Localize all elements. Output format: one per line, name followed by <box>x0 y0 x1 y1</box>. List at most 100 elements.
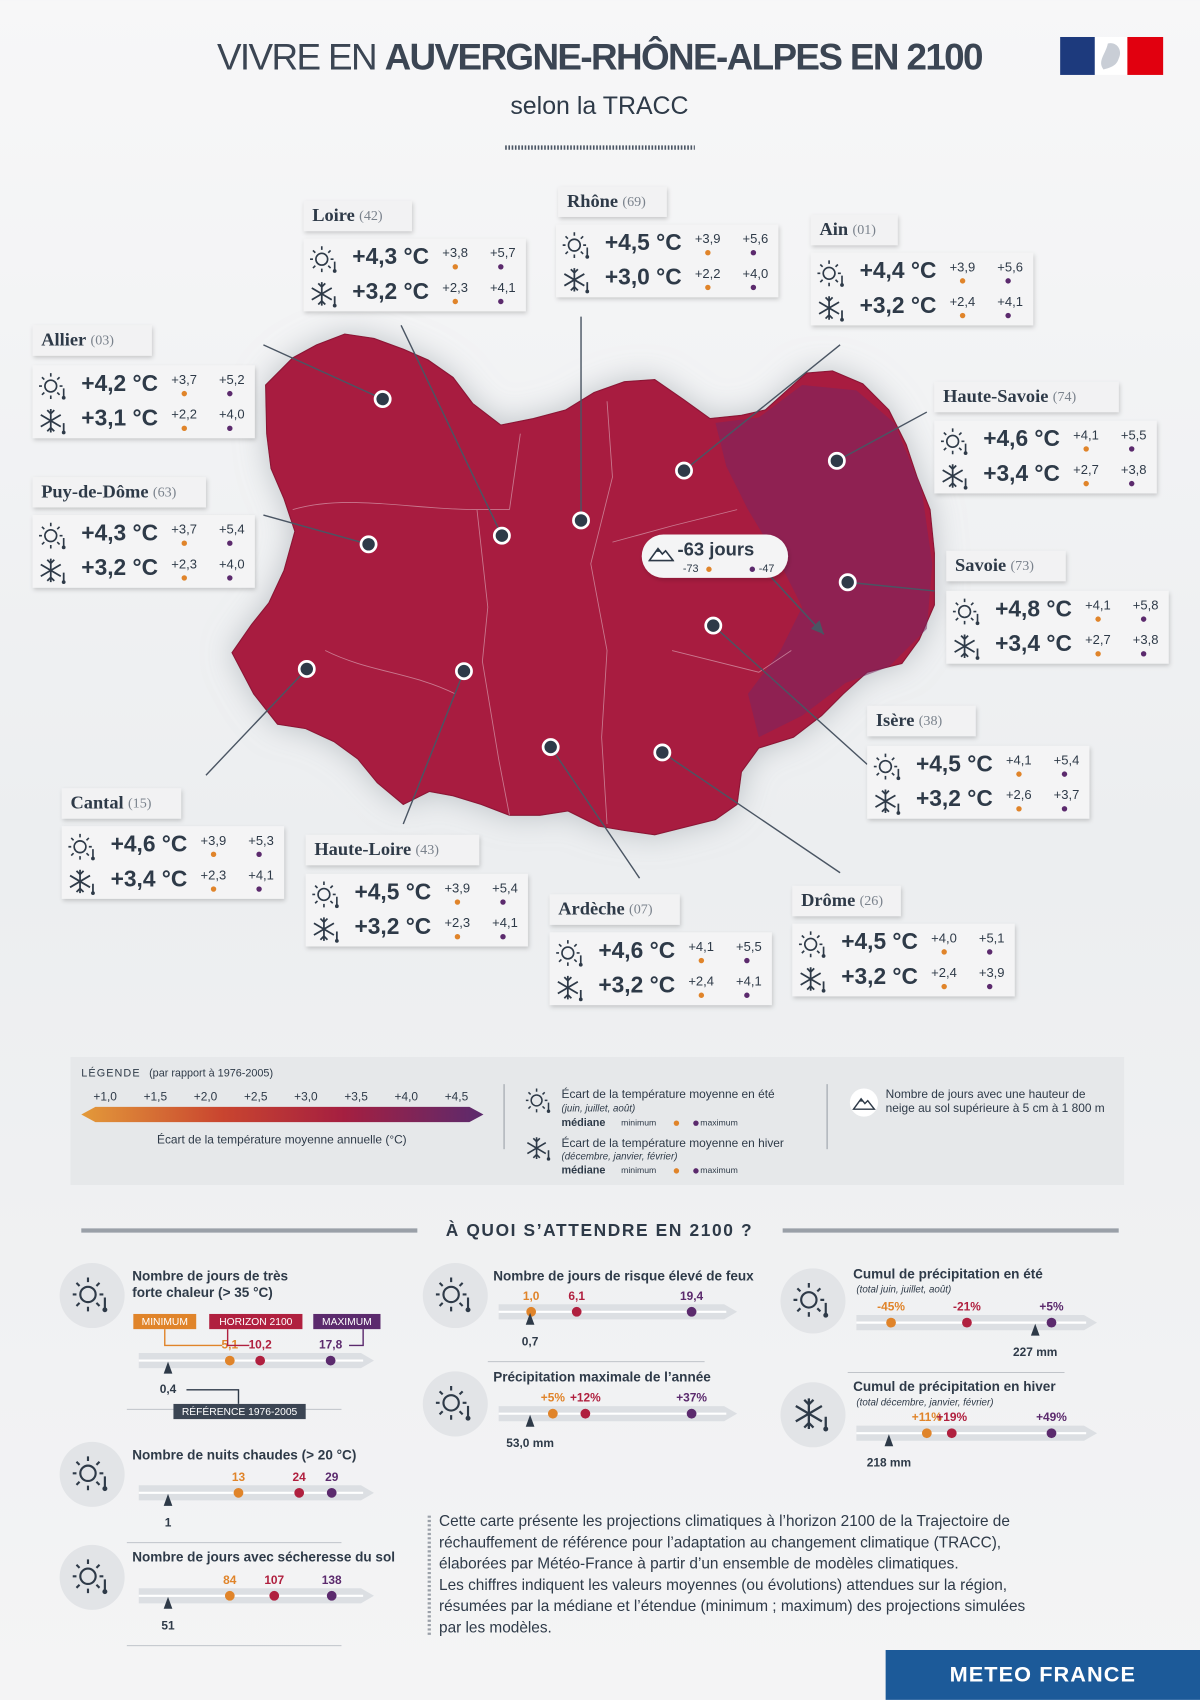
indicator-max-dot <box>1046 1428 1057 1439</box>
legend-scale-tick: +2,0 <box>194 1089 218 1103</box>
tag-label: RÉFÉRENCE 1976-2005 <box>182 1405 298 1418</box>
winter-max: +3,8 <box>1121 462 1147 477</box>
subtitle: selon la TRACC <box>510 92 688 120</box>
department-name: Isère <box>876 710 915 730</box>
indicator-min: 84 <box>223 1573 237 1587</box>
department-name: Ain <box>820 219 849 239</box>
summer-min: +3,9 <box>950 259 976 274</box>
winter-median: +3,2 °C <box>841 963 918 989</box>
paragraph-line: réchauffement de référence pour l’adapta… <box>439 1534 1001 1551</box>
summer-max: +5,7 <box>490 245 516 260</box>
legend-median: médiane <box>562 1117 606 1129</box>
department-label: Drôme (26) <box>801 890 883 910</box>
winter-min-dot <box>698 992 705 998</box>
legend-min: minimum <box>621 1165 656 1175</box>
winter-max-dot <box>1005 312 1011 319</box>
winter-median: +3,4 °C <box>983 460 1060 486</box>
department-label-box <box>303 200 412 232</box>
indicator-min-dot <box>921 1428 932 1439</box>
summer-max: +5,5 <box>736 939 762 954</box>
winter-max-dot <box>498 298 504 305</box>
summer-median: +4,4 °C <box>860 257 937 283</box>
summer-max-dot <box>227 540 233 546</box>
indicator: Nombre de jours de risque élevé de feux 1… <box>422 1263 754 1363</box>
summer-median: +4,5 °C <box>841 928 918 954</box>
department-label-box <box>305 834 480 866</box>
leader-line <box>263 514 369 545</box>
summer-max-dot <box>227 390 233 397</box>
department-borders <box>292 401 792 825</box>
department-label: Rhône (69) <box>567 191 646 211</box>
indicator-min-dot <box>547 1408 558 1419</box>
winter-max-dot <box>750 284 757 291</box>
snow-max-dot <box>749 566 756 572</box>
department-code: (38) <box>919 713 943 729</box>
legend-min-dot <box>673 1120 680 1126</box>
winter-median: +3,2 °C <box>860 292 937 318</box>
legend-title: LÉGENDE (par rapport à 1976-2005) <box>81 1066 273 1079</box>
region-map <box>231 333 935 836</box>
summer-min: +4,1 <box>688 939 714 954</box>
indicator-icon-bg <box>59 1544 125 1610</box>
department-label-box <box>810 214 898 246</box>
department-label-box <box>32 477 206 508</box>
indicator-reference: 0,4 <box>160 1382 177 1396</box>
indicator-min-dot <box>526 1306 537 1317</box>
winter-median: +3,4 °C <box>111 865 188 891</box>
paragraph-line: élaborées par Météo-France à partir d’un… <box>439 1556 959 1573</box>
winter-max-dot <box>1140 651 1147 657</box>
department-card: Loire (42) +4,3 °C +3,8 +5,7 +3,2 °C +2,3 +4,1 <box>303 200 526 545</box>
legend-scale-label: Écart de la température moyenne annuelle… <box>157 1132 407 1147</box>
indicator-median-dot <box>946 1428 957 1439</box>
legend-scale-tick: +3,5 <box>344 1089 368 1103</box>
department-code: (26) <box>860 893 884 909</box>
legend-winter-label: Écart de la température moyenne en hiver <box>562 1135 784 1150</box>
snow-min-dot <box>706 566 712 572</box>
summer-max: +5,4 <box>492 880 518 895</box>
footer-band <box>885 1650 1200 1700</box>
indicator-median-dot <box>294 1487 305 1498</box>
summer-min-dot <box>452 264 458 270</box>
indicator-median: 107 <box>264 1573 284 1587</box>
winter-min-dot <box>1083 480 1089 487</box>
summer-median: +4,6 °C <box>598 937 675 963</box>
summer-median: +4,6 °C <box>983 425 1060 451</box>
legend-max: maximum <box>700 1117 738 1127</box>
summer-min: +3,8 <box>442 245 468 260</box>
winter-median: +3,4 °C <box>995 630 1072 656</box>
winter-max: +4,1 <box>248 867 274 882</box>
winter-min: +2,7 <box>1085 632 1111 647</box>
department-data-box <box>549 932 772 1006</box>
winter-max: +3,8 <box>1133 632 1159 647</box>
leader-line <box>661 751 841 874</box>
title-bold: AUVERGNE-RHÔNE-ALPES EN 2100 <box>385 35 982 77</box>
summer-min: +4,1 <box>1073 427 1099 442</box>
department-name: Ardèche <box>558 899 624 919</box>
summer-max: +5,5 <box>1121 427 1147 442</box>
legend-keys: +1,0 +1,5 +2,0 +2,5 +3,0 +3,5 +4,0 +4,5 médiane m… <box>93 1089 737 1176</box>
summer-median: +4,5 °C <box>605 229 682 255</box>
indicator-max-dot <box>326 1487 337 1498</box>
summer-min-dot <box>941 949 947 955</box>
indicator-max: 19,4 <box>680 1289 704 1303</box>
indicator-median-dot <box>255 1355 266 1366</box>
department-label-box <box>946 550 1066 582</box>
legend-max-dot <box>693 1168 699 1174</box>
reference-tick <box>525 1414 535 1427</box>
indicator: Cumul de précipitation en hiver (total dé… <box>780 1379 1098 1470</box>
indicator-median: 24 <box>293 1470 307 1484</box>
section-title: À QUOI S’ATTENDRE EN 2100 ? <box>446 1220 753 1240</box>
legend-scale-tick: +4,0 <box>395 1089 419 1103</box>
winter-max: +3,9 <box>979 965 1005 980</box>
department-name: Drôme <box>801 890 855 910</box>
snow-min: -73 <box>683 563 699 575</box>
map-point <box>297 660 316 678</box>
paragraph-line: résumées par la médiane et l’étendue (mi… <box>439 1598 1026 1615</box>
map-point <box>675 461 693 480</box>
department-card: Haute-Loire (43) +4,5 °C +3,9 +5,4 +3,2 °C +2,… <box>305 662 528 947</box>
department-data-box <box>810 252 1034 326</box>
summer-min-dot <box>1083 446 1089 452</box>
legend-summer-label: Écart de la température moyenne en été <box>562 1086 775 1101</box>
legend-median: médiane <box>562 1165 606 1177</box>
